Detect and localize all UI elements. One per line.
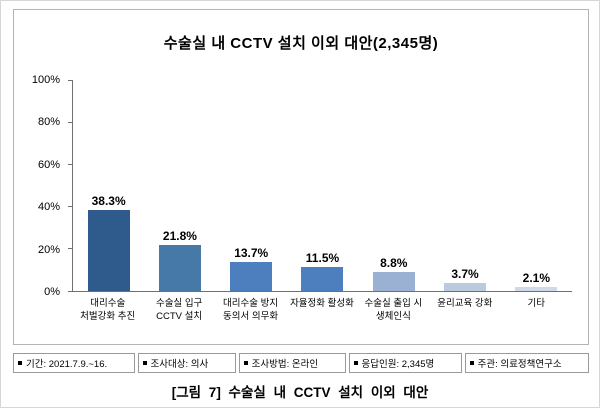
y-axis-label: 0% <box>44 286 60 298</box>
x-axis-category-label: 대리수술 방지 동의서 의무화 <box>223 298 279 322</box>
chart-container: 수술실 내 CCTV 설치 이외 대안(2,345명) 0% 20% 40% 60% 8… <box>13 9 589 345</box>
bar-column: 8.8% <box>358 80 429 291</box>
survey-info-bar: 기간: 2021.7.9.~16. 조사대상: 의사 조사방법: 온라인 응답인원: … <box>13 353 590 373</box>
survey-info-text: 응답인원: 2,345명 <box>361 359 435 370</box>
x-axis-category-label: 자율정화 활성화 <box>290 298 354 309</box>
bar-column: 11.5% <box>287 80 358 291</box>
x-axis-category-label: 수술실 입구 CCTV 설치 <box>155 298 203 322</box>
figure-caption: [그림 7] 수술실 내 CCTV 설치 이외 대안 <box>171 385 429 400</box>
bar-column: 21.8% <box>144 80 215 291</box>
y-axis-label: 80% <box>37 116 60 129</box>
y-tick-mark <box>68 248 73 250</box>
bar <box>158 245 201 291</box>
bar <box>87 210 130 291</box>
square-bullet-icon <box>243 361 248 365</box>
x-axis-category-label: 수술실 출입 시 생체인식 <box>364 298 423 322</box>
bar <box>444 283 487 291</box>
y-tick-mark <box>68 163 73 165</box>
x-axis-category-label: 윤리교육 강화 <box>437 298 493 309</box>
square-bullet-icon <box>18 361 22 365</box>
x-axis-labels: 대리수술 처벌강화 추진 수술실 입구 CCTV 설치 대리수술 방지 동의서 의무… <box>72 293 572 324</box>
bars-region: 38.3% 21.8% 13.7% 11.5% 8.8% 3.7% 2.1% <box>73 80 572 291</box>
survey-info-text: 조사대상: 의사 <box>150 359 209 370</box>
x-axis-category-label: 기타 <box>527 298 545 309</box>
survey-info-item: 조사방법: 온라인 <box>238 353 346 373</box>
bar-value-label: 2.1% <box>522 270 550 285</box>
survey-info-text: 기간: 2021.7.9.~16. <box>26 359 108 370</box>
survey-info-text: 조사방법: 온라인 <box>251 359 319 370</box>
bar-value-label: 8.8% <box>380 256 408 271</box>
bar <box>301 266 344 291</box>
bar-value-label: 21.8% <box>162 229 197 244</box>
bar-value-label: 13.7% <box>234 246 269 261</box>
chart-title: 수술실 내 CCTV 설치 이외 대안(2,345명) <box>163 35 439 52</box>
bar-column: 13.7% <box>216 80 287 291</box>
plot-area: 38.3% 21.8% 13.7% 11.5% 8.8% 3.7% 2.1% <box>68 79 572 292</box>
survey-info-item: 조사대상: 의사 <box>137 353 236 373</box>
bar-value-label: 11.5% <box>305 250 340 265</box>
bar <box>515 286 558 291</box>
y-axis-label: 20% <box>37 243 60 256</box>
y-axis: 0% 20% 40% 60% 80% 100% <box>14 74 70 298</box>
y-tick-mark <box>68 290 73 292</box>
square-bullet-icon <box>353 361 358 365</box>
square-bullet-icon <box>469 361 474 365</box>
bar <box>230 262 273 291</box>
bar-value-label: 38.3% <box>91 194 126 209</box>
survey-info-text: 주관: 의료정책연구소 <box>477 359 562 370</box>
bar-column: 3.7% <box>429 80 500 291</box>
y-tick-mark <box>68 206 73 208</box>
bar-column: 38.3% <box>73 80 144 291</box>
y-axis-label: 60% <box>37 158 60 171</box>
x-axis-category-label: 대리수술 처벌강화 추진 <box>80 298 136 322</box>
bar-column: 2.1% <box>501 80 572 291</box>
square-bullet-icon <box>142 361 147 365</box>
y-tick-mark <box>68 79 73 81</box>
bar-value-label: 3.7% <box>451 267 479 282</box>
survey-info-item: 주관: 의료정책연구소 <box>464 353 590 373</box>
y-tick-mark <box>68 121 73 123</box>
y-axis-label: 100% <box>31 74 60 86</box>
survey-info-item: 응답인원: 2,345명 <box>348 353 462 373</box>
survey-info-item: 기간: 2021.7.9.~16. <box>13 353 135 373</box>
bar <box>372 272 415 291</box>
y-axis-label: 40% <box>37 201 60 214</box>
